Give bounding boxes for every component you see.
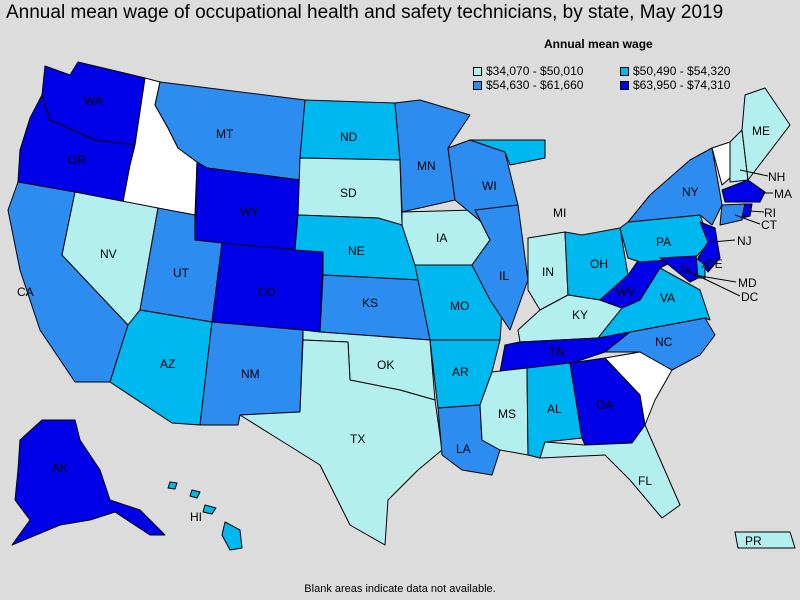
legend-swatch-tier1 [473, 66, 482, 76]
label-ME: ME [752, 124, 770, 138]
leader-ct [734, 214, 761, 225]
label-OK: OK [377, 358, 394, 372]
hi-kauai [167, 481, 178, 490]
state-CT [719, 203, 746, 226]
legend-label-tier2: $50,490 - $54,320 [633, 64, 731, 78]
state-DC [681, 265, 689, 273]
hi-oahu [189, 489, 201, 499]
label-MN: MN [417, 159, 436, 173]
label-IL: IL [499, 269, 509, 283]
label-WV: WV [616, 285, 635, 299]
label-TN: TN [549, 345, 565, 359]
state-NY [627, 147, 723, 226]
label-CO: CO [258, 285, 276, 299]
leader-nj [711, 239, 736, 243]
label-WY: WY [240, 205, 259, 219]
label-IA: IA [436, 231, 447, 245]
state-MI [469, 139, 546, 166]
legend-label-tier4: $63,950 - $74,310 [633, 78, 731, 92]
state-PR [734, 531, 796, 549]
label-AZ: AZ [160, 357, 175, 371]
leader-de [701, 261, 707, 269]
state-NJ [697, 221, 721, 273]
label-UT: UT [173, 266, 190, 280]
legend-item-tier1: $34,070 - $50,010 [473, 64, 583, 78]
label-MO: MO [450, 299, 469, 313]
label-KY: KY [572, 308, 588, 322]
state-RI [741, 203, 753, 219]
legend-item-tier2: $50,490 - $54,320 [620, 64, 730, 78]
label-PR: PR [745, 534, 762, 548]
label-IN: IN [542, 265, 554, 279]
state-IL [471, 204, 529, 331]
state-HI [167, 481, 243, 551]
legend-swatch-tier4 [620, 80, 629, 90]
label-NM: NM [241, 367, 260, 381]
label-CT: CT [761, 218, 778, 232]
label-MT: MT [216, 127, 234, 141]
label-NJ: NJ [737, 234, 752, 248]
label-DC: DC [741, 290, 759, 304]
label-RI: RI [764, 206, 776, 220]
legend-swatch-tier2 [620, 66, 629, 76]
label-WA: WA [84, 94, 103, 108]
label-NE: NE [348, 244, 365, 258]
label-OR: OR [68, 153, 86, 167]
label-AK: AK [52, 461, 68, 475]
label-WI: WI [482, 179, 497, 193]
label-MS: MS [498, 407, 516, 421]
label-NV: NV [100, 247, 117, 261]
legend-title: Annual mean wage [544, 37, 653, 51]
map-title: Annual mean wage of occupational health … [6, 2, 724, 23]
label-SD: SD [340, 186, 357, 200]
label-VA: VA [660, 291, 675, 305]
hi-maui [202, 504, 217, 515]
label-LA: LA [456, 442, 471, 456]
leader-md [693, 274, 737, 283]
legend-item-tier4: $63,950 - $74,310 [620, 78, 730, 92]
state-MD [659, 255, 699, 283]
leader-dc [685, 269, 741, 297]
label-HI: HI [190, 510, 202, 524]
label-PA: PA [656, 235, 671, 249]
state-AK [11, 419, 166, 546]
legend-item-tier3: $54,630 - $61,660 [473, 78, 583, 92]
label-FL: FL [638, 474, 652, 488]
footnote: Blank areas indicate data not available. [304, 583, 496, 595]
state-TX [239, 339, 443, 546]
label-MI: MI [553, 206, 566, 220]
label-ND: ND [340, 130, 358, 144]
legend-swatch-tier3 [473, 80, 482, 90]
label-AL: AL [547, 402, 562, 416]
legend-label-tier1: $34,070 - $50,010 [486, 64, 584, 78]
label-NH: NH [768, 170, 785, 184]
label-NY: NY [682, 185, 699, 199]
state-FL [539, 424, 681, 519]
label-TX: TX [350, 432, 365, 446]
label-CA: CA [17, 285, 34, 299]
label-MA: MA [774, 187, 792, 201]
state-MA [721, 179, 766, 203]
label-OH: OH [590, 257, 608, 271]
label-MD: MD [738, 276, 757, 290]
leader-nh [739, 169, 769, 177]
legend-label-tier3: $54,630 - $61,660 [486, 78, 584, 92]
label-AR: AR [452, 365, 469, 379]
label-NC: NC [655, 335, 673, 349]
label-GA: GA [596, 398, 613, 412]
label-KS: KS [362, 296, 378, 310]
label-DE: DE [706, 257, 723, 271]
state-MO [414, 264, 503, 341]
hi-big-island [221, 521, 243, 551]
leader-ri [748, 210, 765, 213]
